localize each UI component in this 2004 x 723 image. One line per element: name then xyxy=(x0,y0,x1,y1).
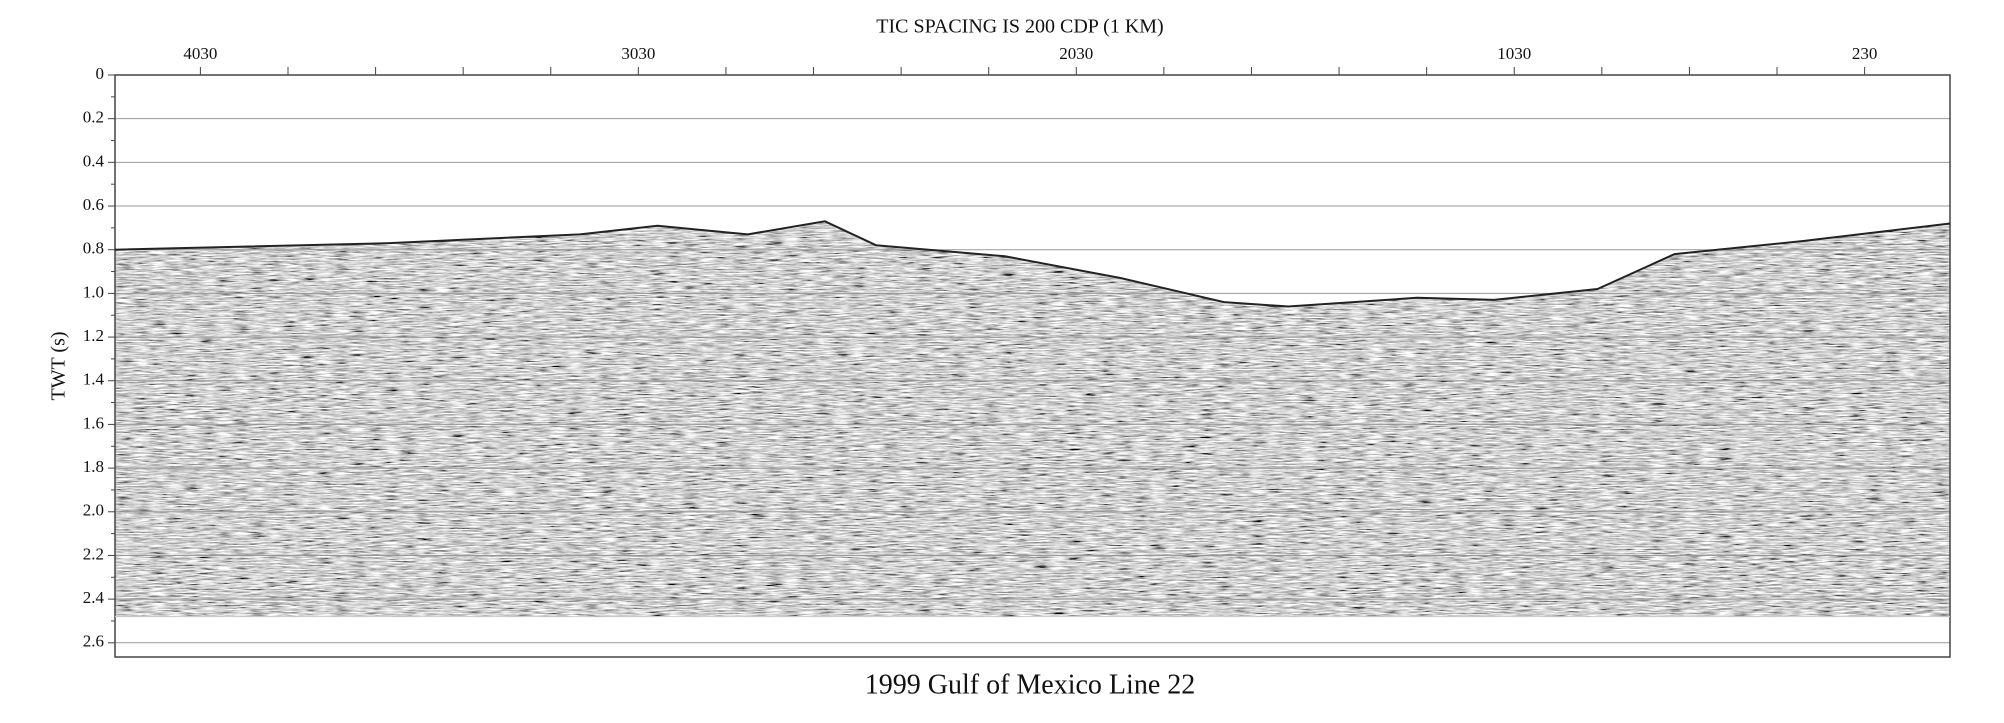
plot-frame xyxy=(114,74,1951,658)
y-tick-label: 1.6 xyxy=(83,413,104,432)
y-tick-label: 0.8 xyxy=(83,239,104,258)
chart-title: TIC SPACING IS 200 CDP (1 KM) xyxy=(876,16,1163,38)
y-tick-label: 2.0 xyxy=(83,501,104,520)
x-tick-label: 230 xyxy=(1852,44,1878,63)
y-axis-label: TWT (s) xyxy=(48,331,70,400)
y-tick-label: 0.2 xyxy=(83,108,104,127)
y-tick-label: 2.2 xyxy=(83,544,104,563)
y-tick-label: 0.4 xyxy=(83,151,105,170)
seismic-texture xyxy=(115,221,1950,617)
y-tick-label: 0 xyxy=(96,64,105,83)
y-tick-label: 2.4 xyxy=(83,588,105,607)
seafloor-line xyxy=(114,220,1951,308)
y-tick-label: 2.6 xyxy=(83,632,104,651)
y-tick-label: 1.4 xyxy=(83,370,105,389)
x-tick-label: 3030 xyxy=(621,44,655,63)
x-tick-label: 4030 xyxy=(183,44,217,63)
y-tick-label: 1.2 xyxy=(83,326,104,345)
y-tick-label: 1.0 xyxy=(83,282,104,301)
y-tick-label: 1.8 xyxy=(83,457,104,476)
y-tick-label: 0.6 xyxy=(83,195,104,214)
chart-caption: 1999 Gulf of Mexico Line 22 xyxy=(865,669,1196,700)
x-tick-label: 2030 xyxy=(1059,44,1093,63)
x-tick-label: 1030 xyxy=(1497,44,1531,63)
seismic-section xyxy=(115,221,1950,617)
